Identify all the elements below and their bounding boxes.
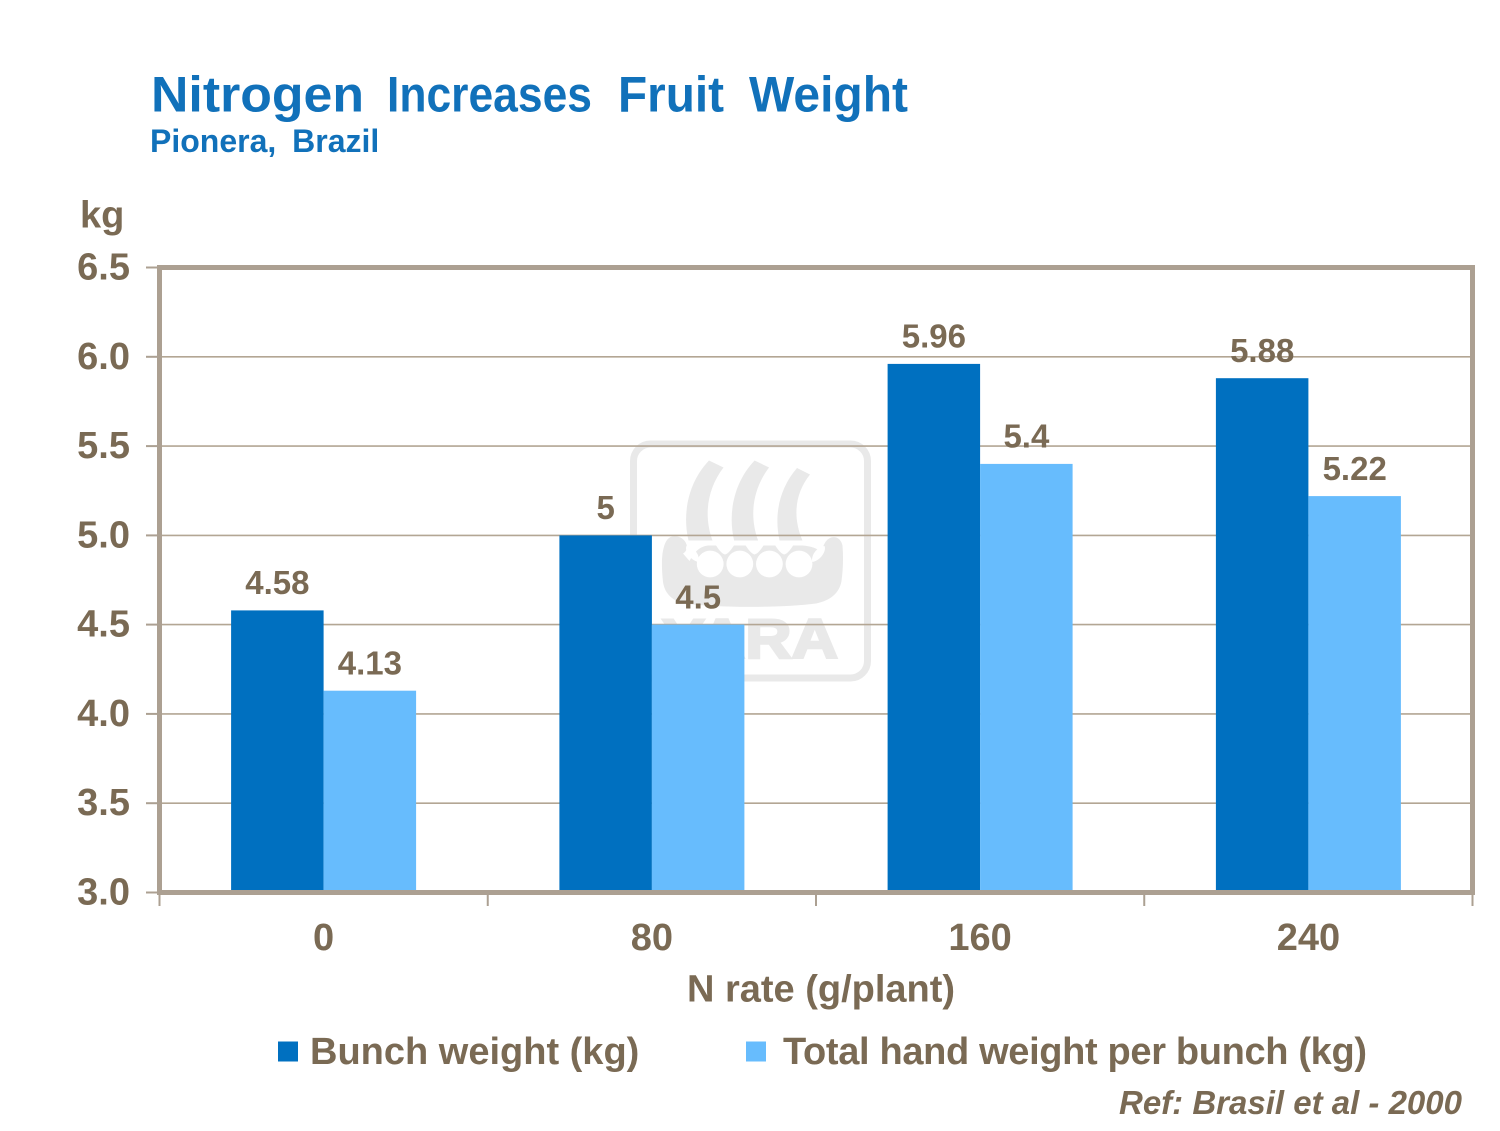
svg-text:Total hand weight per bunch (k: Total hand weight per bunch (kg): [783, 1031, 1367, 1073]
svg-text:Pionera, Brazil: Pionera, Brazil: [150, 123, 379, 159]
svg-text:5.22: 5.22: [1323, 450, 1387, 487]
svg-text:4.5: 4.5: [77, 604, 130, 646]
svg-text:Bunch weight (kg): Bunch weight (kg): [310, 1031, 639, 1073]
svg-text:160: 160: [948, 917, 1011, 959]
svg-text:4.0: 4.0: [77, 693, 130, 735]
svg-text:3.5: 3.5: [77, 782, 130, 824]
svg-text:4.58: 4.58: [245, 564, 309, 601]
svg-text:6.0: 6.0: [77, 336, 130, 378]
svg-text:Fruit: Fruit: [618, 67, 724, 123]
svg-text:6.5: 6.5: [77, 247, 130, 289]
svg-text:5.88: 5.88: [1230, 332, 1294, 369]
svg-text:4.13: 4.13: [338, 644, 402, 681]
svg-text:kg: kg: [80, 195, 124, 237]
svg-text:Increases: Increases: [387, 67, 592, 123]
svg-text:5.96: 5.96: [902, 318, 966, 355]
svg-text:80: 80: [631, 917, 673, 959]
svg-text:5.4: 5.4: [1003, 418, 1050, 455]
svg-text:N rate (g/plant): N rate (g/plant): [687, 969, 955, 1011]
svg-text:Ref: Brasil et al - 2000: Ref: Brasil et al - 2000: [1119, 1084, 1463, 1121]
svg-text:0: 0: [313, 917, 334, 959]
svg-text:5.5: 5.5: [77, 425, 130, 467]
svg-text:Weight: Weight: [749, 67, 908, 123]
svg-text:5: 5: [597, 489, 615, 526]
svg-text:240: 240: [1277, 917, 1340, 959]
svg-text:3.0: 3.0: [77, 872, 130, 914]
svg-text:Nitrogen: Nitrogen: [151, 67, 364, 123]
svg-text:4.5: 4.5: [675, 578, 721, 615]
svg-text:5.0: 5.0: [77, 514, 130, 556]
